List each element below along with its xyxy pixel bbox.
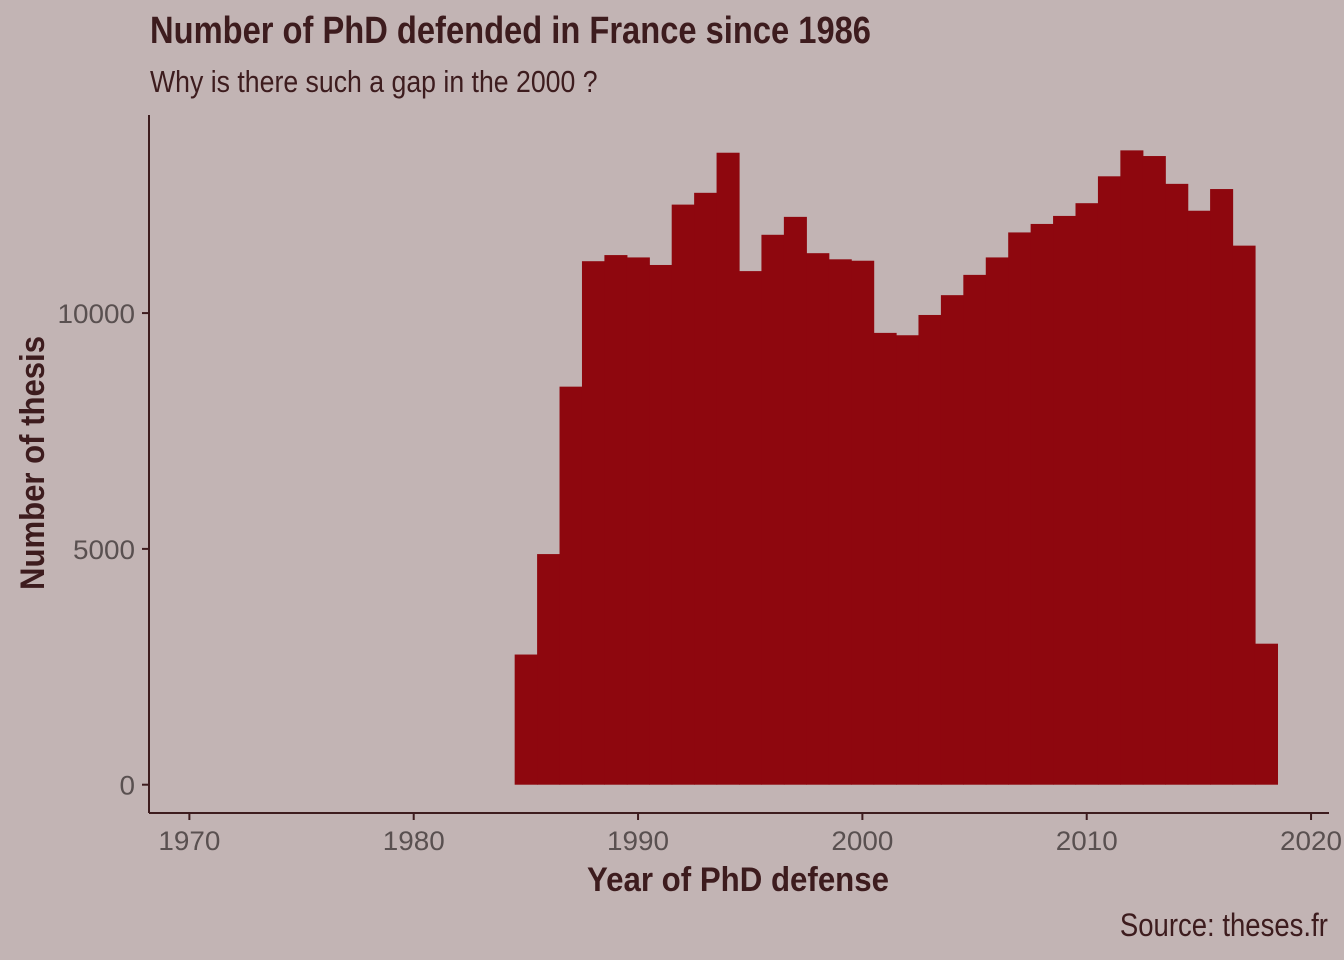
bar-1990 xyxy=(626,257,650,785)
bar-1993 xyxy=(694,192,718,785)
chart-caption: Source: theses.fr xyxy=(1119,907,1328,943)
bar-1991 xyxy=(649,264,673,785)
bar-1995 xyxy=(739,271,763,785)
bar-1994 xyxy=(716,152,740,785)
bar-2010 xyxy=(1075,203,1099,785)
bar-2000 xyxy=(851,260,875,785)
y-tick-label-0: 0 xyxy=(120,771,136,801)
bar-2003 xyxy=(918,314,942,785)
bar-1986 xyxy=(537,554,561,785)
bar-2008 xyxy=(1030,223,1054,785)
y-axis-title: Number of thesis xyxy=(14,336,52,590)
y-tick-label-10000: 10000 xyxy=(58,299,136,329)
x-ticks-group: 1970 1980 1990 2000 2010 2020 xyxy=(158,813,1342,856)
bar-2016 xyxy=(1210,189,1234,785)
x-tick-label-2000: 2000 xyxy=(831,826,893,856)
bar-1985 xyxy=(514,654,538,785)
bar-1998 xyxy=(806,253,830,785)
bars-group xyxy=(514,150,1279,785)
x-tick-label-1970: 1970 xyxy=(158,826,220,856)
y-tick-label-5000: 5000 xyxy=(73,535,135,565)
bar-2017 xyxy=(1232,245,1256,785)
bar-2001 xyxy=(873,332,897,785)
bar-1999 xyxy=(828,259,852,785)
x-tick-label-1980: 1980 xyxy=(383,826,445,856)
bar-1988 xyxy=(581,261,605,785)
bar-1989 xyxy=(604,255,628,785)
chart-title: Number of PhD defended in France since 1… xyxy=(150,10,871,52)
bar-2018 xyxy=(1254,643,1279,785)
bar-1987 xyxy=(559,386,583,785)
bar-2004 xyxy=(940,295,964,785)
x-tick-label-2020: 2020 xyxy=(1280,826,1342,856)
bar-1996 xyxy=(761,234,785,785)
bar-2013 xyxy=(1142,156,1166,785)
bar-2011 xyxy=(1097,176,1121,785)
chart-subtitle: Why is there such a gap in the 2000 ? xyxy=(150,64,598,99)
bar-2007 xyxy=(1008,232,1032,785)
bar-2005 xyxy=(963,274,987,785)
x-tick-label-2010: 2010 xyxy=(1056,826,1118,856)
bar-1992 xyxy=(671,204,695,785)
bar-2006 xyxy=(985,257,1009,785)
bar-1997 xyxy=(783,216,807,785)
bar-2014 xyxy=(1165,183,1189,785)
bar-2002 xyxy=(896,335,920,785)
bar-2015 xyxy=(1187,210,1211,785)
x-axis-title: Year of PhD defense xyxy=(587,861,889,899)
bar-2012 xyxy=(1120,150,1144,785)
x-tick-label-1990: 1990 xyxy=(607,826,669,856)
bar-2009 xyxy=(1053,215,1077,785)
y-ticks-group: 0 5000 10000 xyxy=(58,299,149,801)
